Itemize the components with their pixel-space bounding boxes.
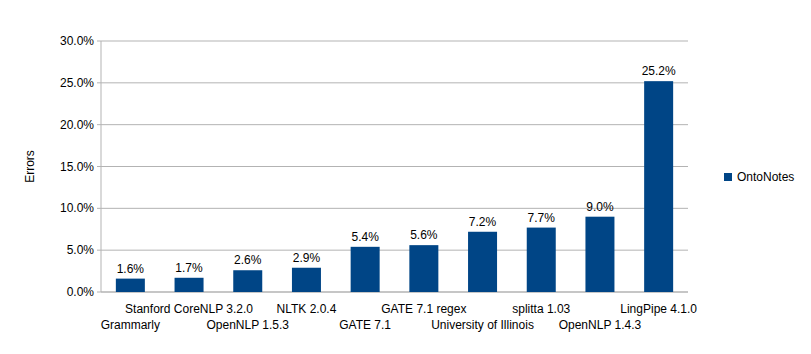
bar xyxy=(351,247,380,292)
data-label: 2.9% xyxy=(293,251,321,265)
y-tick xyxy=(97,250,101,251)
y-tick-label: 30.0% xyxy=(60,34,94,48)
y-axis-label: Errors xyxy=(23,150,37,183)
y-tick xyxy=(97,41,101,42)
y-tick-label: 15.0% xyxy=(60,160,94,174)
x-tick-label: NLTK 2.0.4 xyxy=(277,302,337,316)
bar xyxy=(292,268,321,292)
bar xyxy=(175,278,204,292)
bar xyxy=(644,81,673,292)
bar xyxy=(527,228,556,292)
y-tick xyxy=(97,166,101,167)
data-label: 5.6% xyxy=(410,228,438,242)
grid-line xyxy=(101,166,688,167)
chart: 0.0% 5.0% 10.0% 15.0% 20.0% 25.0% 30.0% Errors 1… xyxy=(0,0,811,354)
data-label: 1.6% xyxy=(117,262,145,276)
x-tick-label: splitta 1.03 xyxy=(512,302,570,316)
x-tick-label: OpenNLP 1.4.3 xyxy=(559,318,642,332)
data-label: 1.7% xyxy=(175,261,203,275)
y-axis xyxy=(101,41,102,292)
bar xyxy=(409,245,438,292)
data-label: 7.7% xyxy=(528,211,556,225)
grid-line xyxy=(101,41,688,42)
data-label: 25.2% xyxy=(642,64,676,78)
x-tick-label: GATE 7.1 regex xyxy=(381,302,466,316)
grid-line xyxy=(101,124,688,125)
x-tick-label: GATE 7.1 xyxy=(339,318,391,332)
bars xyxy=(116,81,673,292)
data-label: 2.6% xyxy=(234,253,262,267)
y-tick-label: 25.0% xyxy=(60,76,94,90)
x-tick-label: Stanford CoreNLP 3.2.0 xyxy=(125,302,253,316)
x-tick-label: OpenNLP 1.5.3 xyxy=(206,318,289,332)
data-label: 7.2% xyxy=(469,215,497,229)
data-label: 9.0% xyxy=(586,200,614,214)
bar xyxy=(233,270,262,292)
x-tick-label: LingPipe 4.1.0 xyxy=(620,302,697,316)
y-tick xyxy=(97,124,101,125)
x-tick-label: University of Illinois xyxy=(431,318,534,332)
y-tick xyxy=(97,208,101,209)
bar xyxy=(468,232,497,292)
data-label: 5.4% xyxy=(351,230,379,244)
x-tick-label: Grammarly xyxy=(101,318,160,332)
legend-label: OntoNotes xyxy=(737,170,794,184)
legend-swatch xyxy=(724,173,732,181)
bar xyxy=(585,217,614,292)
bar xyxy=(116,279,145,292)
y-tick-label: 10.0% xyxy=(60,201,94,215)
y-tick xyxy=(97,292,101,293)
y-tick xyxy=(97,82,101,83)
y-tick-label: 20.0% xyxy=(60,118,94,132)
grid-line xyxy=(101,82,688,83)
y-tick-label: 5.0% xyxy=(67,243,95,257)
y-tick-label: 0.0% xyxy=(67,285,95,299)
